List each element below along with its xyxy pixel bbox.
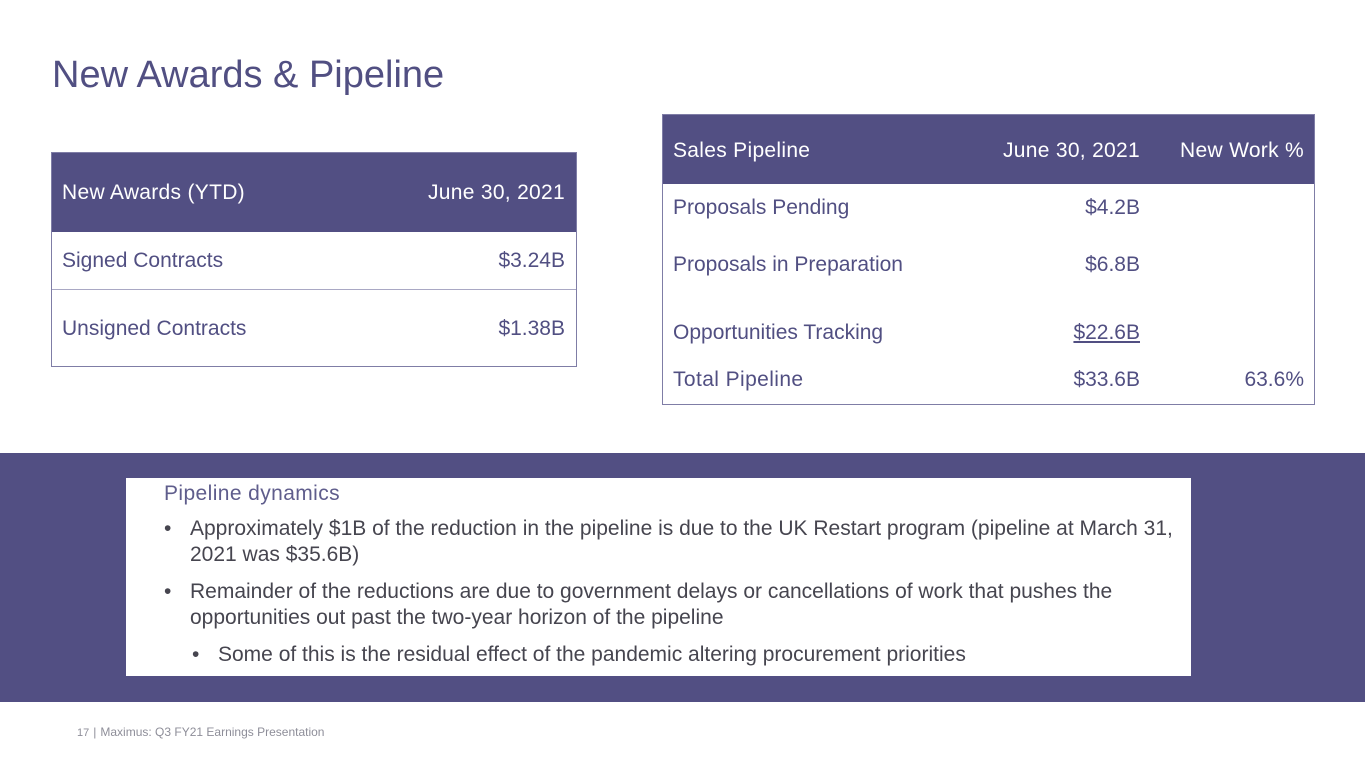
table-row: Unsigned Contracts $1.38B — [52, 290, 576, 367]
new-awards-header: New Awards (YTD) June 30, 2021 — [52, 153, 576, 232]
sub-list-item: • Some of this is the residual effect of… — [192, 642, 1172, 668]
bullet-text: Approximately $1B of the reduction in th… — [190, 517, 1173, 566]
table-row: Proposals in Preparation $6.8B — [663, 241, 1314, 298]
row-label: Opportunities Tracking — [673, 321, 884, 344]
notes-heading: Pipeline dynamics — [164, 482, 341, 505]
page-number: 17 — [77, 727, 90, 739]
row-label: Proposals Pending — [673, 196, 850, 219]
table-row: Signed Contracts $3.24B — [52, 232, 576, 290]
row-value: $22.6B — [1073, 321, 1140, 344]
pipeline-header-label: Sales Pipeline — [673, 139, 811, 162]
pipeline-header-new-work: New Work % — [1180, 139, 1304, 162]
page-title: New Awards & Pipeline — [52, 54, 445, 96]
sales-pipeline-table: Sales Pipeline June 30, 2021 New Work % … — [662, 114, 1315, 405]
list-item: • Remainder of the reductions are due to… — [164, 579, 1174, 631]
sales-pipeline-header: Sales Pipeline June 30, 2021 New Work % — [663, 115, 1314, 184]
row-value: $6.8B — [1085, 253, 1140, 276]
bullet-text: Some of this is the residual effect of t… — [218, 643, 966, 666]
pipeline-dynamics-box: Pipeline dynamics • Approximately $1B of… — [126, 478, 1191, 676]
row-label: Total Pipeline — [673, 368, 804, 391]
table-row-total: Total Pipeline $33.6B 63.6% — [663, 366, 1314, 404]
row-value: $3.24B — [498, 248, 565, 272]
row-label: Proposals in Preparation — [673, 253, 903, 276]
bullet-icon: • — [164, 517, 172, 540]
footer-text: Maximus: Q3 FY21 Earnings Presentation — [100, 725, 325, 739]
new-awards-header-date: June 30, 2021 — [427, 180, 565, 204]
footer-separator: | — [93, 725, 97, 739]
bullet-icon: • — [192, 643, 200, 666]
table-row: Proposals Pending $4.2B — [663, 184, 1314, 241]
table-row: Opportunities Tracking $22.6B — [663, 298, 1314, 366]
pipeline-header-date: June 30, 2021 — [1002, 139, 1140, 162]
bullet-icon: • — [164, 580, 172, 603]
row-value: $4.2B — [1085, 196, 1140, 219]
new-awards-table: New Awards (YTD) June 30, 2021 Signed Co… — [51, 152, 577, 367]
row-label: Unsigned Contracts — [62, 316, 247, 340]
bullet-text: Remainder of the reductions are due to g… — [190, 580, 1113, 629]
row-value: $1.38B — [498, 316, 565, 340]
footer: 17 | Maximus: Q3 FY21 Earnings Presentatio… — [77, 725, 324, 739]
row-value: $33.6B — [1073, 368, 1140, 391]
list-item: • Approximately $1B of the reduction in … — [164, 516, 1174, 568]
row-label: Signed Contracts — [62, 248, 224, 272]
row-new-work: 63.6% — [1244, 368, 1304, 391]
new-awards-header-label: New Awards (YTD) — [62, 180, 245, 204]
